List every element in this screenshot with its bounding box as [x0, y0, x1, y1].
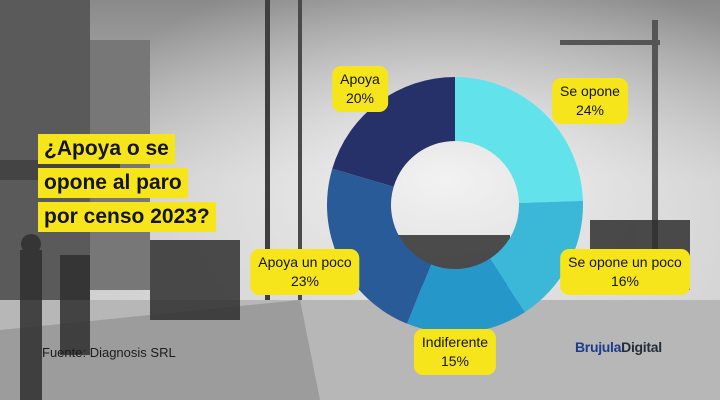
title-line-1: ¿Apoya o se — [38, 134, 175, 164]
slice-se-opone — [455, 77, 583, 203]
title-line-2: opone al paro — [38, 168, 188, 198]
data-label-indiferente: Indiferente 15% — [413, 329, 497, 375]
data-label-name: Apoya un poco — [258, 254, 352, 270]
chart-title: ¿Apoya o se opone al paro por censo 2023… — [38, 132, 234, 234]
slice-se-opone-un-poco — [489, 200, 584, 313]
data-label-value: 16% — [610, 273, 640, 289]
data-label-name: Indiferente — [421, 334, 489, 350]
data-label-value: 20% — [345, 90, 375, 106]
data-label-se-opone-un-poco: Se opone un poco 16% — [560, 249, 690, 295]
slice-apoya-un-poco — [327, 168, 431, 324]
logo-text-2: Digital — [621, 339, 662, 355]
slice-apoya — [332, 77, 455, 187]
data-label-se-opone: Se opone 24% — [552, 78, 628, 124]
data-label-apoya: Apoya 20% — [332, 66, 388, 112]
logo-text-1: Brujula — [575, 339, 622, 355]
source-note: Fuente: Diagnosis SRL — [42, 345, 176, 360]
data-label-name: Apoya — [340, 71, 380, 87]
data-label-name: Se opone un poco — [568, 254, 682, 270]
data-label-name: Se opone — [560, 83, 620, 99]
data-label-apoya-un-poco: Apoya un poco 23% — [250, 249, 360, 295]
data-label-value: 15% — [440, 353, 470, 369]
slice-indiferente — [406, 258, 525, 334]
data-label-value: 24% — [575, 102, 605, 118]
brujula-digital-logo: BrujulaDigital — [575, 339, 662, 356]
data-label-value: 23% — [290, 273, 320, 289]
title-line-3: por censo 2023? — [38, 202, 216, 232]
